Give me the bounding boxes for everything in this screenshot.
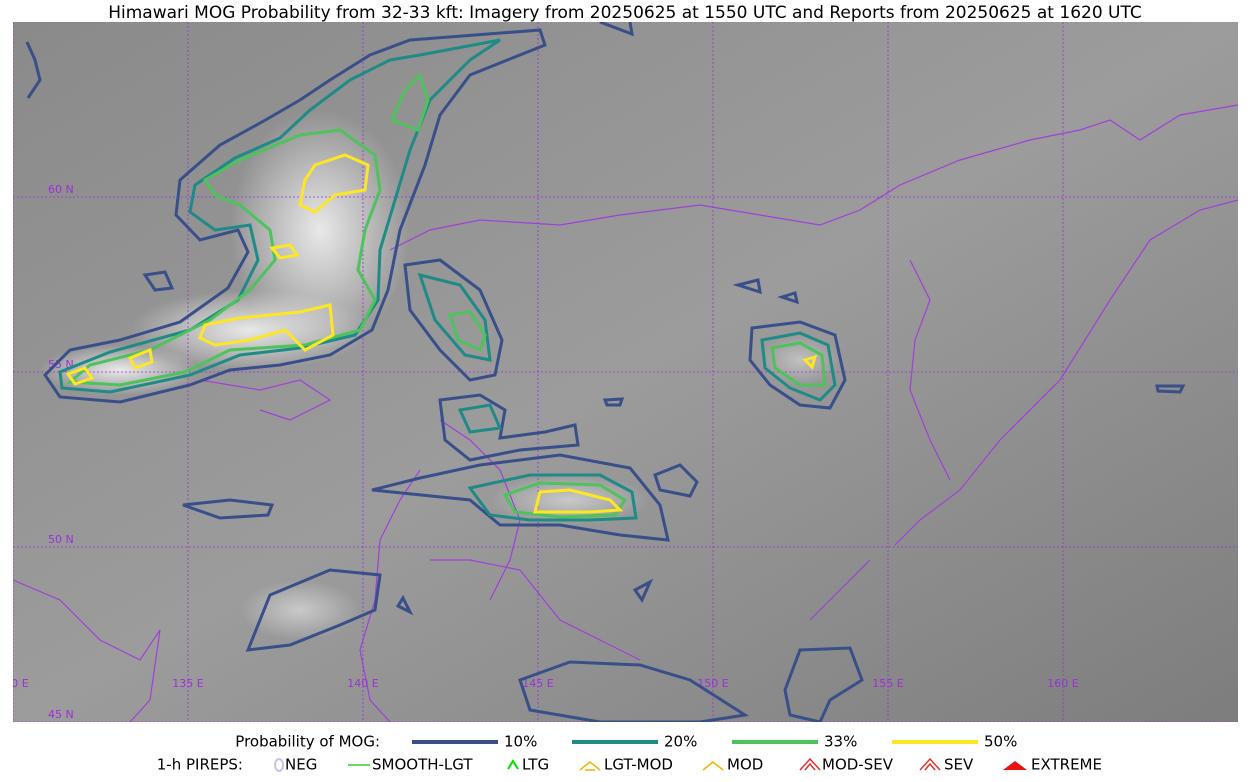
legend-label: NEG bbox=[285, 756, 317, 774]
pirep-symbol bbox=[799, 757, 821, 771]
legend-label: 10% bbox=[504, 733, 537, 751]
contour-33 bbox=[66, 128, 382, 387]
contours bbox=[25, 22, 1186, 722]
contour-20 bbox=[760, 331, 837, 402]
pirep-symbol bbox=[507, 759, 519, 770]
legend: Probability of MOG: 10% 20% 33% 50% 1-h PIREP… bbox=[157, 733, 1102, 774]
contour-50 bbox=[127, 347, 154, 370]
legend-label: LTG bbox=[522, 756, 549, 774]
cloud bbox=[240, 580, 360, 640]
lon-label: 155 E bbox=[872, 677, 903, 690]
lat-label: 50 N bbox=[48, 533, 74, 546]
lat-label: 60 N bbox=[48, 183, 74, 196]
contour-10 bbox=[403, 258, 504, 382]
lon-label: 140 E bbox=[347, 677, 378, 690]
contour-10 bbox=[25, 41, 42, 99]
lon-label: 150 E bbox=[697, 677, 728, 690]
legend-label: SMOOTH-LGT bbox=[372, 756, 473, 774]
lon-label: 130 E bbox=[0, 677, 29, 690]
legend-label: 50% bbox=[984, 733, 1017, 751]
contour-20 bbox=[417, 272, 492, 362]
contour-10 bbox=[783, 646, 864, 722]
legend-label: LGT-MOD bbox=[604, 756, 673, 774]
contour-10 bbox=[748, 320, 847, 410]
contour-10 bbox=[182, 498, 275, 520]
contour-50 bbox=[533, 488, 624, 514]
graticule bbox=[13, 22, 1238, 722]
pirep-symbol bbox=[579, 761, 601, 771]
lat-label: 45 N bbox=[48, 708, 74, 721]
pirep-symbol bbox=[702, 761, 724, 771]
legend-title: 1-h PIREPS: bbox=[157, 756, 243, 774]
legend-title: Probability of MOG: bbox=[235, 733, 380, 751]
legend-label: 33% bbox=[824, 733, 857, 751]
pirep-symbol bbox=[274, 758, 284, 772]
contour-33 bbox=[770, 341, 827, 387]
contour-20 bbox=[457, 403, 503, 434]
contour-10 bbox=[245, 568, 382, 652]
contour-33 bbox=[448, 310, 487, 353]
contour-10 bbox=[371, 453, 670, 542]
pirep-symbol bbox=[1003, 761, 1027, 770]
legend-label: EXTREME bbox=[1031, 756, 1102, 774]
contour-33 bbox=[502, 481, 628, 519]
legend-label: 20% bbox=[664, 733, 697, 751]
contour-50 bbox=[65, 366, 95, 386]
contour-50 bbox=[269, 243, 300, 260]
contour-10 bbox=[395, 278, 1186, 616]
contour-10 bbox=[438, 393, 580, 462]
contour-20 bbox=[467, 473, 638, 522]
contour-10 bbox=[43, 28, 547, 404]
contour-10 bbox=[518, 660, 750, 722]
contour-33 bbox=[390, 72, 430, 132]
contour-10 bbox=[599, 22, 634, 37]
legend-label: MOD bbox=[727, 756, 763, 774]
contour-10 bbox=[142, 270, 175, 292]
contour-10 bbox=[653, 463, 699, 498]
contour-50 bbox=[298, 153, 370, 214]
contour-20 bbox=[58, 38, 501, 394]
lon-label: 135 E bbox=[172, 677, 203, 690]
contour-50 bbox=[802, 354, 818, 370]
legend-label: MOD-SEV bbox=[822, 756, 894, 774]
lon-label: 145 E bbox=[522, 677, 553, 690]
coastlines bbox=[13, 104, 1238, 722]
pirep-symbol bbox=[919, 757, 941, 771]
legend-label: SEV bbox=[944, 756, 974, 774]
contour-50 bbox=[198, 303, 335, 352]
title: Himawari MOG Probability from 32-33 kft:… bbox=[108, 3, 1142, 23]
lon-label: 160 E bbox=[1047, 677, 1078, 690]
cloud bbox=[230, 110, 410, 350]
